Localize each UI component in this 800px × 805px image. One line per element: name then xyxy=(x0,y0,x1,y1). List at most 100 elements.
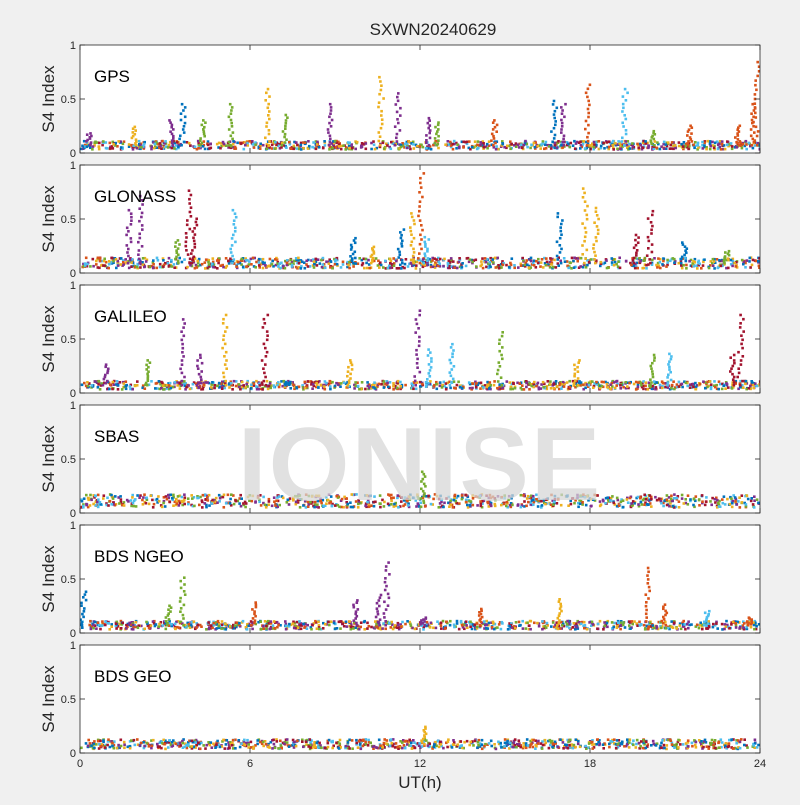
spike-point xyxy=(185,241,188,244)
data-point xyxy=(669,144,672,147)
spike-point xyxy=(188,262,191,265)
data-point xyxy=(83,497,86,500)
data-point xyxy=(483,146,486,149)
data-point xyxy=(115,267,118,270)
data-point xyxy=(721,388,724,391)
data-point xyxy=(116,380,119,383)
data-point xyxy=(280,380,283,383)
data-point xyxy=(570,267,573,270)
spike-point xyxy=(329,103,332,106)
spike-point xyxy=(550,144,553,147)
data-point xyxy=(171,497,174,500)
data-point xyxy=(602,628,605,631)
data-point xyxy=(97,498,100,501)
data-point xyxy=(525,382,528,385)
data-point xyxy=(447,262,450,265)
data-point xyxy=(695,495,698,498)
y-tick-label: 0 xyxy=(70,508,76,520)
spike-point xyxy=(451,356,454,359)
data-point xyxy=(112,260,115,263)
spike-point xyxy=(373,246,376,249)
spike-point xyxy=(426,378,429,381)
spike-point xyxy=(229,103,232,106)
spike-point xyxy=(429,129,432,132)
data-point xyxy=(757,260,760,263)
spike-point xyxy=(330,106,333,109)
data-point xyxy=(661,380,664,383)
data-point xyxy=(731,145,734,148)
data-point xyxy=(187,497,190,500)
spike-point xyxy=(350,244,353,247)
spike-point xyxy=(396,96,399,99)
data-point xyxy=(218,142,221,145)
data-point xyxy=(419,385,422,388)
data-point xyxy=(129,385,132,388)
y-tick-label: 0 xyxy=(70,388,76,400)
spike-point xyxy=(230,251,233,254)
spike-point xyxy=(181,339,184,342)
data-point xyxy=(433,385,436,388)
data-point xyxy=(702,380,705,383)
spike-point xyxy=(490,139,493,142)
spike-point xyxy=(650,367,653,370)
data-point xyxy=(157,259,160,262)
data-point xyxy=(322,257,325,260)
data-point xyxy=(243,148,246,151)
data-point xyxy=(250,263,253,266)
spike-point xyxy=(418,252,421,255)
data-point xyxy=(305,260,308,263)
spike-point xyxy=(553,113,556,116)
data-point xyxy=(611,144,614,147)
spike-point xyxy=(587,112,590,115)
data-point xyxy=(572,144,575,147)
data-point xyxy=(87,385,90,388)
data-point xyxy=(179,387,182,390)
data-point xyxy=(711,497,714,500)
data-point xyxy=(234,146,237,149)
data-point xyxy=(120,498,123,501)
spike-point xyxy=(425,139,428,142)
spike-point xyxy=(413,219,416,222)
spike-point xyxy=(561,109,564,112)
spike-point xyxy=(264,363,267,366)
data-point xyxy=(329,260,332,263)
data-point xyxy=(640,382,643,385)
spike-point xyxy=(733,381,736,384)
spike-point xyxy=(397,122,400,125)
spike-point xyxy=(574,368,577,371)
spike-point xyxy=(584,209,587,212)
spike-point xyxy=(266,122,269,125)
spike-point xyxy=(177,239,180,242)
data-point xyxy=(588,382,591,385)
data-point xyxy=(250,258,253,261)
data-point xyxy=(331,147,334,150)
spike-point xyxy=(426,250,429,253)
data-point xyxy=(393,264,396,267)
data-point xyxy=(518,146,521,149)
spike-point xyxy=(186,219,189,222)
spike-point xyxy=(429,137,432,140)
data-point xyxy=(202,388,205,391)
data-point xyxy=(525,386,528,389)
data-point xyxy=(714,142,717,145)
spike-point xyxy=(186,224,189,227)
data-point xyxy=(143,493,146,496)
data-point xyxy=(187,503,190,506)
data-point xyxy=(580,257,583,260)
data-point xyxy=(119,263,122,266)
spike-point xyxy=(331,119,334,122)
data-point xyxy=(124,258,127,261)
spike-point xyxy=(689,125,692,128)
data-point xyxy=(112,143,115,146)
data-point xyxy=(692,260,695,263)
data-point xyxy=(701,628,704,631)
data-point xyxy=(718,143,721,146)
data-point xyxy=(105,141,108,144)
data-point xyxy=(130,265,133,268)
data-point xyxy=(225,257,228,260)
data-point xyxy=(518,382,521,385)
spike-point xyxy=(733,384,736,387)
data-point xyxy=(432,265,435,268)
spike-point xyxy=(419,243,422,246)
data-point xyxy=(703,144,706,147)
